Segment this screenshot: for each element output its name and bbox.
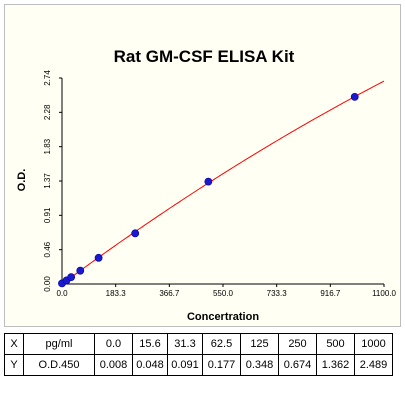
data-point bbox=[94, 253, 103, 262]
axis-ticks: 0.0 183.3 366.7 550.0 733.3 916.7 1100.0 0.00 0.… bbox=[43, 70, 396, 298]
table-cell: 0.177 bbox=[202, 354, 241, 376]
x-tick-label: 550.0 bbox=[213, 289, 234, 298]
x-axis-label: Concertration bbox=[187, 311, 259, 323]
data-point bbox=[204, 177, 213, 186]
y-tick-label: 0.91 bbox=[43, 207, 52, 223]
x-tick-label: 916.7 bbox=[320, 289, 341, 298]
table-cell: 125 bbox=[240, 333, 279, 355]
data-point bbox=[76, 266, 85, 275]
fit-curve bbox=[61, 80, 385, 285]
table-cell: 0.091 bbox=[167, 354, 203, 376]
table-cell: 1000 bbox=[354, 333, 393, 355]
table-cell: 0.0 bbox=[94, 333, 133, 355]
x-tick-label: 366.7 bbox=[159, 289, 180, 298]
data-point bbox=[350, 92, 359, 101]
table-cell: 62.5 bbox=[202, 333, 241, 355]
x-tick-label: 183.3 bbox=[106, 289, 127, 298]
chart-plot: Rat GM-CSF ELISA Kit Concertration O.D. … bbox=[16, 47, 396, 323]
table-cell: 31.3 bbox=[167, 333, 203, 355]
chart-title: Rat GM-CSF ELISA Kit bbox=[114, 47, 295, 66]
y-tick-label: 0.46 bbox=[43, 241, 52, 257]
table-cell: 0.674 bbox=[278, 354, 317, 376]
x-tick-label: 0.0 bbox=[56, 289, 68, 298]
x-tick-label: 733.3 bbox=[267, 289, 288, 298]
table-row-x: X pg/ml 0.0 15.6 31.3 62.5 125 250 500 1… bbox=[4, 333, 393, 355]
data-points bbox=[58, 92, 359, 288]
x-tick-label: 1100.0 bbox=[372, 289, 396, 298]
data-table: X pg/ml 0.0 15.6 31.3 62.5 125 250 500 1… bbox=[4, 333, 393, 376]
table-cell: 0.048 bbox=[132, 354, 168, 376]
y-tick-label: 1.83 bbox=[43, 138, 52, 154]
data-point bbox=[67, 273, 76, 282]
chart-frame: Rat GM-CSF ELISA Kit Concertration O.D. … bbox=[4, 4, 401, 327]
row-head: Y bbox=[4, 354, 24, 376]
table-cell: 1.362 bbox=[316, 354, 355, 376]
table-cell: 0.008 bbox=[94, 354, 133, 376]
axes bbox=[61, 78, 384, 285]
table-row-y: Y O.D.450 0.008 0.048 0.091 0.177 0.348 … bbox=[4, 354, 393, 376]
table-cell: 15.6 bbox=[132, 333, 168, 355]
table-cell: 0.348 bbox=[240, 354, 279, 376]
row-head: X bbox=[4, 333, 24, 355]
y-tick-label: 2.28 bbox=[43, 104, 52, 120]
table-cell: 500 bbox=[316, 333, 355, 355]
data-point bbox=[131, 229, 140, 238]
table-cell: 250 bbox=[278, 333, 317, 355]
y-tick-label: 0.00 bbox=[43, 276, 52, 292]
y-tick-label: 1.37 bbox=[43, 173, 52, 189]
fit-curve-group bbox=[61, 80, 385, 285]
table-cell: 2.489 bbox=[354, 354, 393, 376]
y-axis-label: O.D. bbox=[16, 169, 28, 192]
row-unit: O.D.450 bbox=[23, 354, 95, 376]
y-tick-label: 2.74 bbox=[43, 70, 52, 86]
row-unit: pg/ml bbox=[23, 333, 95, 355]
